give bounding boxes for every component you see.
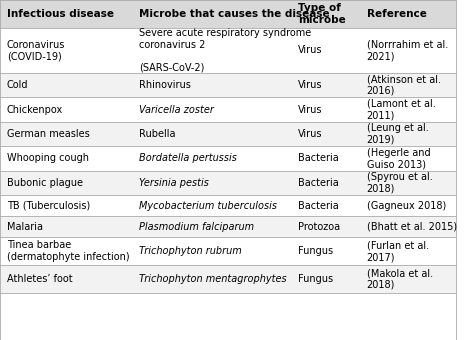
Text: Bordatella pertussis: Bordatella pertussis — [139, 153, 237, 164]
Bar — [0, 195, 456, 216]
Text: Rhinovirus: Rhinovirus — [139, 80, 191, 90]
Bar — [0, 216, 456, 237]
Text: Athletes’ foot: Athletes’ foot — [7, 274, 73, 284]
Text: Virus: Virus — [298, 129, 323, 139]
Text: Bacteria: Bacteria — [298, 178, 339, 188]
Text: Fungus: Fungus — [298, 246, 334, 256]
Text: Rubella: Rubella — [139, 129, 175, 139]
Text: Yersinia pestis: Yersinia pestis — [139, 178, 209, 188]
Bar — [0, 0, 456, 28]
Text: Varicella zoster: Varicella zoster — [139, 104, 214, 115]
Text: Trichophyton mentagrophytes: Trichophyton mentagrophytes — [139, 274, 287, 284]
Bar — [0, 146, 456, 171]
Bar — [0, 237, 456, 265]
Text: Whooping cough: Whooping cough — [7, 153, 89, 164]
Text: Fungus: Fungus — [298, 274, 334, 284]
Text: (Bhatt et al. 2015): (Bhatt et al. 2015) — [367, 222, 457, 232]
Text: (Gagneux 2018): (Gagneux 2018) — [367, 201, 446, 211]
Text: Microbe that causes the disease: Microbe that causes the disease — [139, 9, 329, 19]
Text: (Spyrou et al.
2018): (Spyrou et al. 2018) — [367, 172, 432, 194]
Text: (Hegerle and
Guiso 2013): (Hegerle and Guiso 2013) — [367, 148, 430, 169]
Bar — [0, 265, 456, 293]
Bar — [0, 122, 456, 146]
Text: Type of
microbe: Type of microbe — [298, 3, 346, 25]
Text: Virus: Virus — [298, 104, 323, 115]
Text: Bacteria: Bacteria — [298, 153, 339, 164]
Bar — [0, 97, 456, 122]
Text: (Makola et al.
2018): (Makola et al. 2018) — [367, 268, 433, 290]
Text: Virus: Virus — [298, 80, 323, 90]
Text: Trichophyton rubrum: Trichophyton rubrum — [139, 246, 242, 256]
Text: (Atkinson et al.
2016): (Atkinson et al. 2016) — [367, 74, 441, 96]
Text: Severe acute respiratory syndrome
coronavirus 2

(SARS-CoV-2): Severe acute respiratory syndrome corona… — [139, 28, 311, 73]
Text: (Norrrahim et al.
2021): (Norrrahim et al. 2021) — [367, 39, 448, 61]
Text: Mycobacterium tuberculosis: Mycobacterium tuberculosis — [139, 201, 277, 211]
Text: Bacteria: Bacteria — [298, 201, 339, 211]
Bar — [0, 28, 456, 73]
Text: Plasmodium falciparum: Plasmodium falciparum — [139, 222, 254, 232]
Text: (Leung et al.
2019): (Leung et al. 2019) — [367, 123, 428, 145]
Text: Virus: Virus — [298, 45, 323, 55]
Bar — [0, 73, 456, 97]
Text: (Lamont et al.
2011): (Lamont et al. 2011) — [367, 99, 436, 120]
Text: (Furlan et al.
2017): (Furlan et al. 2017) — [367, 240, 429, 262]
Text: Coronavirus
(COVID-19): Coronavirus (COVID-19) — [7, 39, 65, 61]
Text: Malaria: Malaria — [7, 222, 43, 232]
Text: Bubonic plague: Bubonic plague — [7, 178, 83, 188]
Text: Infectious disease: Infectious disease — [7, 9, 114, 19]
Text: Tinea barbae
(dermatophyte infection): Tinea barbae (dermatophyte infection) — [7, 240, 129, 262]
Text: German measles: German measles — [7, 129, 90, 139]
Bar — [0, 171, 456, 195]
Text: TB (Tuberculosis): TB (Tuberculosis) — [7, 201, 90, 211]
Text: Reference: Reference — [367, 9, 427, 19]
Text: Protozoa: Protozoa — [298, 222, 340, 232]
Text: Chickenpox: Chickenpox — [7, 104, 63, 115]
Text: Cold: Cold — [7, 80, 28, 90]
